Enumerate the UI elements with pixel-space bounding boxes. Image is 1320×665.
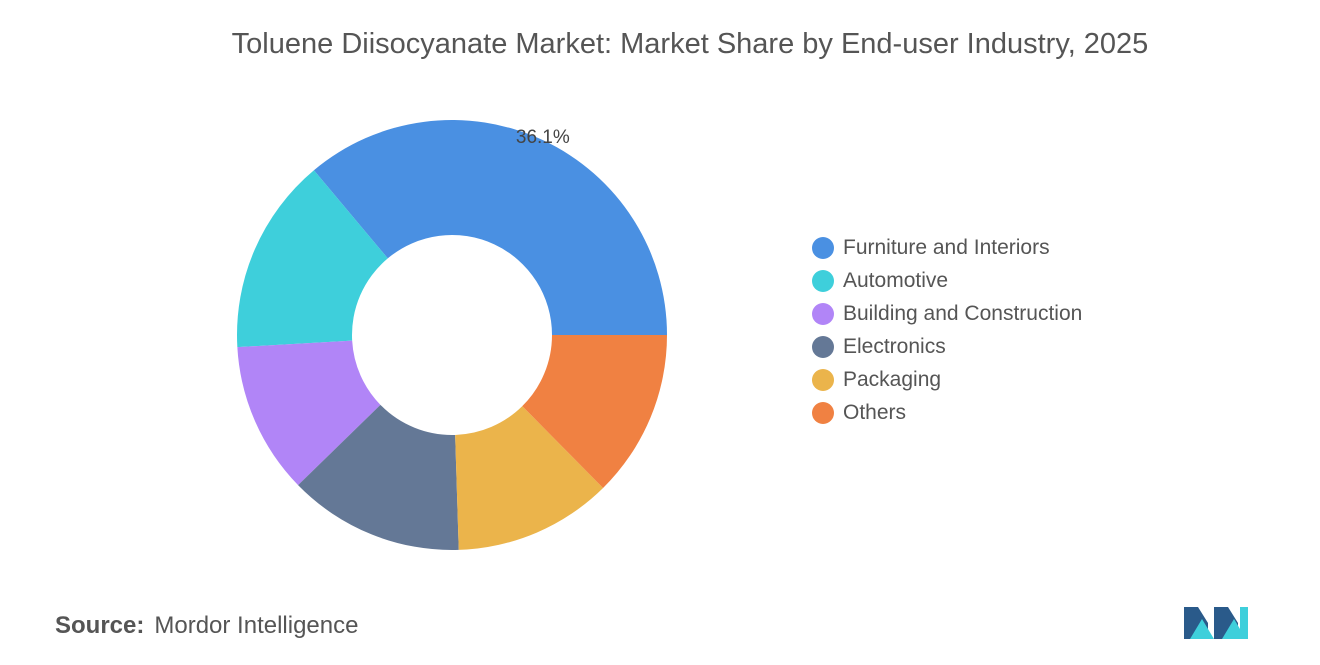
legend-item: Packaging (812, 363, 1082, 396)
source-label: Source: (55, 612, 145, 639)
legend-swatch (812, 335, 834, 358)
slice-others (522, 335, 667, 488)
legend-label: Furniture and Interiors (843, 235, 1050, 259)
legend-label: Packaging (843, 367, 942, 391)
legend-item: Electronics (812, 330, 1082, 363)
legend-swatch (812, 269, 834, 292)
legend: Furniture and Interiors Automotive Buildin… (812, 231, 1082, 429)
source: Source: Mordor Intelligence (55, 612, 358, 640)
legend-swatch (812, 302, 834, 325)
slice-electronics (298, 404, 459, 551)
data-label: 36.1% (516, 127, 570, 148)
legend-label: Electronics (843, 334, 946, 358)
legend-swatch (812, 401, 834, 424)
mordor-logo (1184, 607, 1248, 639)
legend-item: Others (812, 396, 1082, 429)
slice-packaging (455, 406, 604, 550)
legend-item: Building and Construction (812, 297, 1082, 330)
legend-item: Automotive (812, 264, 1082, 297)
legend-label: Building and Construction (843, 301, 1083, 325)
slice-building-and-construction (237, 340, 381, 486)
slice-furniture-and-interiors (313, 119, 667, 335)
legend-swatch (812, 236, 834, 259)
chart-title: Toluene Diisocyanate Market: Market Shar… (231, 28, 1149, 60)
legend-label: Others (843, 400, 907, 424)
legend-swatch (812, 368, 834, 391)
legend-label: Automotive (843, 268, 949, 292)
slice-automotive (237, 170, 388, 348)
legend-item: Furniture and Interiors (812, 231, 1082, 264)
source-value: Mordor Intelligence (154, 612, 359, 639)
